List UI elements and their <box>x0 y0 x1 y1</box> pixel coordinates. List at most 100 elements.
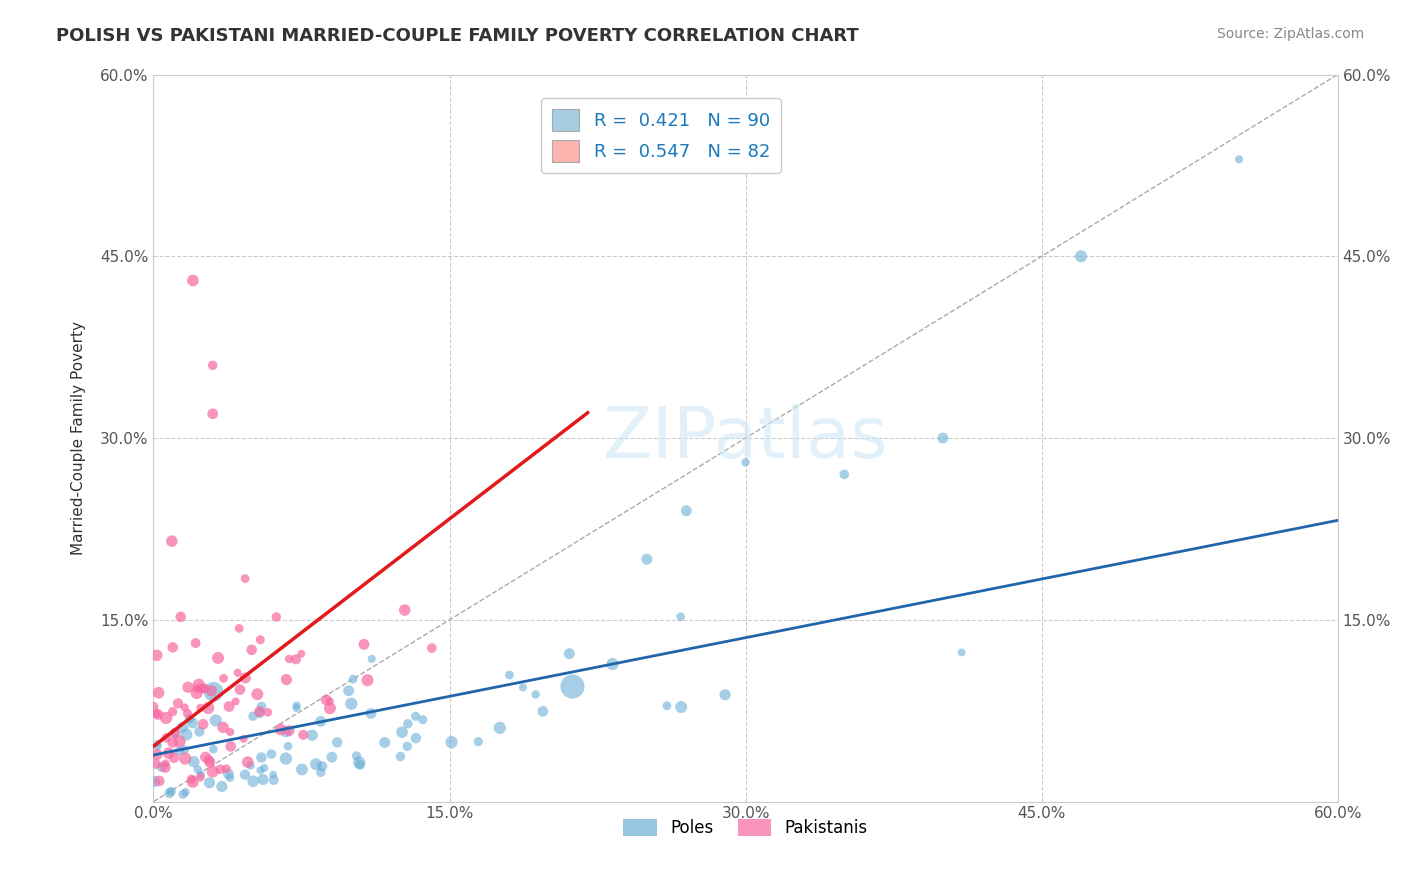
Poles <box>202 685 225 699</box>
Poles <box>347 756 370 770</box>
Pakistanis <box>209 762 232 776</box>
Poles <box>405 709 427 723</box>
Poles <box>285 701 308 715</box>
Pakistanis <box>155 731 177 745</box>
Pakistanis <box>169 610 191 624</box>
Pakistanis <box>165 726 187 740</box>
Poles <box>143 774 166 789</box>
Pakistanis <box>177 680 200 694</box>
Pakistanis <box>278 723 301 738</box>
Pakistanis <box>233 572 256 586</box>
Pakistanis <box>240 643 263 657</box>
Pakistanis <box>201 764 224 779</box>
Pakistanis <box>142 699 165 714</box>
Pakistanis <box>212 672 235 686</box>
Pakistanis <box>218 699 240 714</box>
Pakistanis <box>319 701 342 715</box>
Poles <box>602 657 624 671</box>
Poles <box>263 772 285 787</box>
Pakistanis <box>249 705 271 719</box>
Poles <box>202 742 225 756</box>
Poles <box>326 735 349 749</box>
Pakistanis <box>420 641 443 656</box>
Pakistanis <box>235 671 257 685</box>
Pakistanis <box>145 757 167 772</box>
Poles <box>655 698 678 713</box>
Poles <box>249 764 271 778</box>
Poles <box>832 467 855 482</box>
Poles <box>950 645 973 659</box>
Poles <box>396 739 419 754</box>
Pakistanis <box>173 700 195 714</box>
Poles <box>157 786 180 800</box>
Poles <box>250 750 273 764</box>
Pakistanis <box>160 534 183 549</box>
Pakistanis <box>190 701 212 715</box>
Poles <box>734 455 756 469</box>
Pakistanis <box>181 273 204 287</box>
Pakistanis <box>162 735 184 749</box>
Poles <box>277 739 299 754</box>
Pakistanis <box>356 673 378 688</box>
Poles <box>217 766 239 780</box>
Pakistanis <box>249 632 271 647</box>
Pakistanis <box>176 706 198 721</box>
Poles <box>714 688 737 702</box>
Poles <box>187 763 209 777</box>
Poles <box>360 706 382 721</box>
Pakistanis <box>155 711 177 725</box>
Poles <box>512 681 534 695</box>
Poles <box>524 688 547 702</box>
Pakistanis <box>236 755 259 769</box>
Poles <box>176 727 198 741</box>
Pakistanis <box>163 750 186 764</box>
Poles <box>467 734 489 748</box>
Poles <box>172 720 194 734</box>
Pakistanis <box>226 665 249 680</box>
Poles <box>374 735 396 749</box>
Poles <box>291 763 314 777</box>
Pakistanis <box>155 756 177 771</box>
Pakistanis <box>193 681 215 696</box>
Poles <box>389 749 412 764</box>
Text: Source: ZipAtlas.com: Source: ZipAtlas.com <box>1216 27 1364 41</box>
Poles <box>173 743 195 757</box>
Poles <box>172 787 194 801</box>
Poles <box>249 706 271 720</box>
Pakistanis <box>229 682 252 697</box>
Pakistanis <box>270 723 292 737</box>
Poles <box>1227 153 1250 167</box>
Pakistanis <box>184 636 207 650</box>
Pakistanis <box>278 652 301 666</box>
Pakistanis <box>145 706 167 721</box>
Pakistanis <box>167 697 190 711</box>
Pakistanis <box>174 751 197 765</box>
Poles <box>274 751 297 765</box>
Poles <box>242 774 264 789</box>
Pakistanis <box>155 760 177 774</box>
Poles <box>285 698 308 713</box>
Pakistanis <box>200 683 222 698</box>
Poles <box>262 767 284 781</box>
Poles <box>1070 249 1092 263</box>
Poles <box>146 739 169 753</box>
Poles <box>276 724 298 739</box>
Poles <box>498 668 520 682</box>
Pakistanis <box>148 773 170 788</box>
Poles <box>233 767 256 781</box>
Poles <box>412 713 434 727</box>
Poles <box>932 431 955 445</box>
Pakistanis <box>186 681 208 696</box>
Pakistanis <box>228 622 250 636</box>
Poles <box>260 747 283 761</box>
Pakistanis <box>187 678 209 692</box>
Pakistanis <box>190 770 212 784</box>
Y-axis label: Married-Couple Family Poverty: Married-Couple Family Poverty <box>72 321 86 555</box>
Pakistanis <box>146 707 169 722</box>
Poles <box>396 716 419 731</box>
Poles <box>337 683 360 698</box>
Pakistanis <box>215 762 238 776</box>
Poles <box>253 761 276 775</box>
Poles <box>301 728 323 742</box>
Poles <box>160 784 183 798</box>
